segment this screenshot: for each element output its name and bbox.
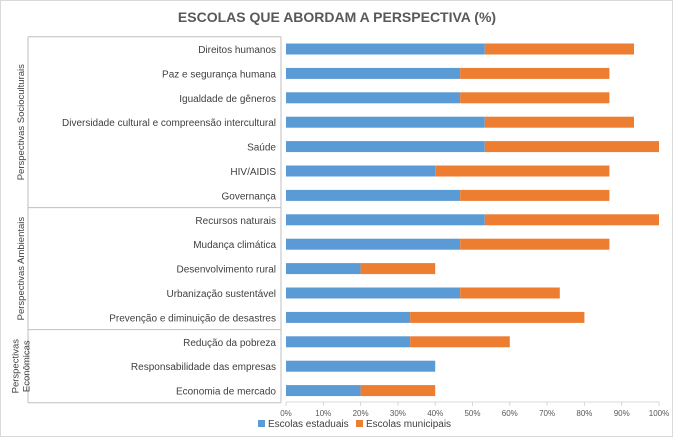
x-tick-label: 70%	[539, 409, 555, 418]
bar-escolas-estaduais	[286, 311, 411, 323]
bar-escolas-estaduais	[286, 214, 485, 226]
category-label: Responsabilidade das empresas	[131, 362, 276, 373]
group-label: Perspectivas Socioculturais	[16, 64, 27, 180]
bar-escolas-municipais	[484, 116, 634, 128]
x-tick-label: 40%	[427, 409, 443, 418]
category-label: Recursos naturais	[195, 216, 276, 227]
category-label: Urbanização sustentável	[166, 289, 276, 300]
bar-escolas-estaduais	[286, 92, 461, 104]
bar-escolas-municipais	[484, 214, 659, 226]
group-brackets: Perspectivas Socioculturais Perspectivas …	[11, 36, 282, 404]
x-tick-label: 30%	[390, 409, 406, 418]
group-label: PerspectivasEconômicas	[11, 339, 33, 394]
bars	[286, 43, 659, 397]
bar-escolas-municipais	[460, 287, 560, 299]
bar-escolas-municipais	[410, 336, 510, 348]
x-tick-label: 60%	[502, 409, 518, 418]
bar-escolas-estaduais	[286, 360, 436, 372]
bar-escolas-municipais	[460, 92, 610, 104]
x-axis: 0% 10% 20% 30% 40% 50% 60% 70% 80% 90% 100%	[280, 401, 669, 418]
bar-escolas-estaduais	[286, 336, 411, 348]
category-label: Prevenção e diminuição de desastres	[109, 313, 276, 324]
x-tick-label: 90%	[614, 409, 630, 418]
category-label: HIV/AIDIS	[230, 167, 276, 178]
category-label: Diversidade cultural e compreensão inter…	[62, 118, 276, 129]
bar-escolas-estaduais	[286, 116, 485, 128]
bar-escolas-municipais	[435, 165, 610, 177]
x-tick-label: 100%	[649, 409, 669, 418]
x-tick-label: 50%	[464, 409, 480, 418]
bar-escolas-municipais	[484, 43, 634, 55]
bar-escolas-estaduais	[286, 165, 436, 177]
category-label: Governança	[222, 191, 277, 202]
bar-escolas-municipais	[360, 263, 436, 275]
category-label: Igualdade de gêneros	[179, 94, 276, 105]
category-label: Direitos humanos	[198, 45, 276, 56]
chart-title: ESCOLAS QUE ABORDAM A PERSPECTIVA (%)	[178, 9, 496, 25]
legend-swatch-escolas-estaduais	[258, 420, 265, 427]
x-tick-label: 20%	[353, 409, 369, 418]
bar-escolas-estaduais	[286, 238, 461, 250]
bar-escolas-municipais	[460, 67, 610, 79]
legend: Escolas estaduais Escolas municipais	[258, 419, 451, 430]
category-label: Desenvolvimento rural	[177, 265, 277, 276]
bar-escolas-estaduais	[286, 287, 461, 299]
category-label: Saúde	[247, 143, 276, 154]
bar-escolas-municipais	[460, 238, 610, 250]
bar-escolas-estaduais	[286, 385, 361, 397]
x-tick-label: 0%	[280, 409, 292, 418]
bar-escolas-estaduais	[286, 141, 485, 153]
category-labels: Direitos humanos Paz e segurança humana Ig…	[62, 45, 276, 398]
bar-escolas-estaduais	[286, 67, 461, 79]
category-label: Economia de mercado	[176, 387, 276, 398]
legend-swatch-escolas-municipais	[356, 420, 363, 427]
x-tick-label: 10%	[315, 409, 331, 418]
x-tick-label: 80%	[576, 409, 592, 418]
group-label: Perspectivas Ambientais	[16, 217, 27, 321]
category-label: Paz e segurança humana	[162, 69, 276, 80]
bar-escolas-municipais	[484, 141, 659, 153]
bar-escolas-estaduais	[286, 263, 361, 275]
bar-escolas-municipais	[460, 189, 610, 201]
legend-label: Escolas municipais	[366, 419, 451, 430]
category-label: Redução da pobreza	[183, 338, 276, 349]
bar-escolas-estaduais	[286, 43, 485, 55]
category-label: Mudança climática	[193, 240, 276, 251]
bar-escolas-municipais	[360, 385, 436, 397]
legend-label: Escolas estaduais	[268, 419, 349, 430]
bar-escolas-estaduais	[286, 189, 461, 201]
bar-escolas-municipais	[410, 311, 585, 323]
